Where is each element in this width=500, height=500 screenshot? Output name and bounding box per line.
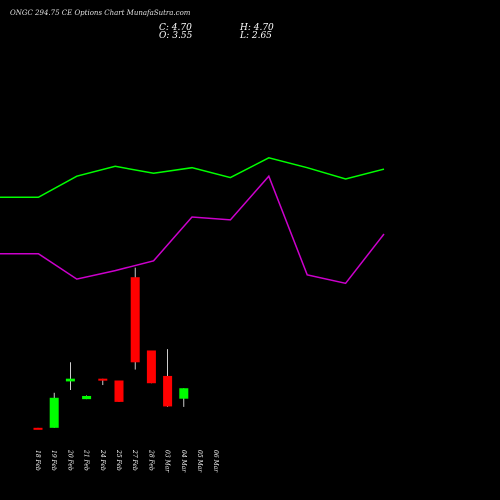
open-value: O: 3.55: [159, 31, 193, 41]
x-tick-label: 04 Mar: [180, 450, 187, 473]
candles: [33, 267, 189, 430]
x-tick-label: 24 Feb: [99, 449, 106, 471]
candle-27-feb: [130, 277, 140, 363]
x-tick-label: 06 Mar: [212, 450, 219, 473]
upper-indicator-line: [0, 157, 385, 199]
x-tick-label: 21 Feb: [83, 449, 90, 471]
x-tick-label: 20 Feb: [66, 449, 73, 471]
chart-title: ONGC 294.75 CE Options Chart MunafaSutra…: [10, 9, 191, 17]
candle-25-feb: [114, 380, 124, 402]
candle-03-mar: [163, 375, 173, 407]
x-tick-label: 27 Feb: [131, 449, 138, 471]
x-tick-label: 18 Feb: [34, 450, 41, 471]
candle-19-feb: [49, 397, 59, 428]
lower-indicator-line: [0, 174, 385, 285]
x-tick-label: 28 Feb: [147, 449, 154, 471]
low-value: L: 2.65: [240, 31, 272, 41]
x-tick-label: 19 Feb: [50, 450, 57, 471]
x-tick-label: 25 Feb: [115, 449, 122, 471]
candle-20-feb: [65, 378, 75, 382]
high-value: H: 4.70: [240, 23, 274, 33]
x-tick-label: 05 Mar: [196, 450, 203, 473]
candle-21-feb: [82, 395, 92, 400]
candle-28-feb: [146, 350, 156, 384]
candle-04-mar: [179, 388, 189, 399]
candle-18-feb: [33, 427, 43, 430]
close-value: C: 4.70: [159, 23, 192, 33]
candle-24-feb: [98, 378, 108, 381]
x-axis-labels: 18 Feb 19 Feb 20 Feb 21 Feb 24 Feb 25 Feb 27 F…: [34, 449, 219, 473]
indicator-lines: [0, 157, 385, 285]
x-tick-label: 03 Mar: [164, 450, 171, 473]
